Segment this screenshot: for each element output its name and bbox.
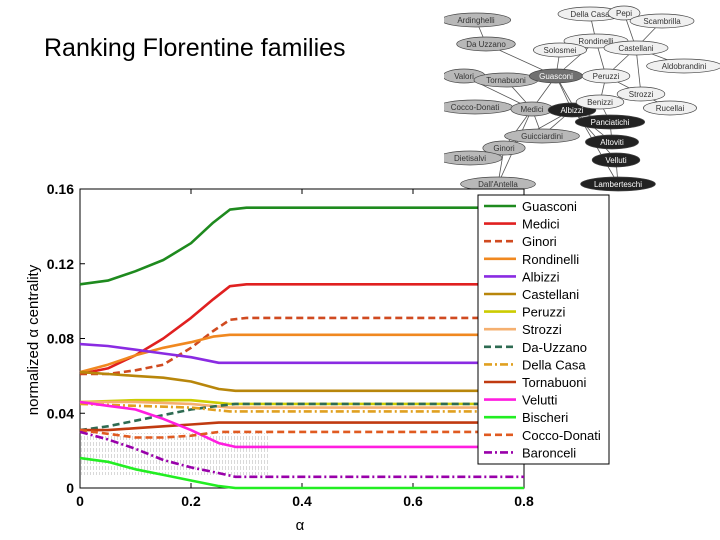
- network-node-lamberteschi: Lamberteschi: [580, 176, 656, 192]
- x-tick-label: 0.4: [292, 493, 312, 509]
- network-edge: [555, 75, 619, 185]
- network-node-label: Albizzi: [560, 106, 583, 115]
- network-node-label: Rucellai: [656, 104, 685, 113]
- network-node-label: Benizzi: [587, 98, 613, 107]
- network-node-label: Rondinelli: [578, 37, 613, 46]
- legend-label: Bischeri: [522, 410, 568, 425]
- network-node-label: Tornabuoni: [486, 76, 526, 85]
- centrality-line-chart: 0 0.2 0.4 0.6 0.8 0 0.04 0.08 0.12 0.16 α normali…: [25, 181, 610, 534]
- series-line-castellani: [79, 370, 524, 393]
- plot-noise-band: [80, 433, 270, 475]
- x-tick-label: 0.2: [181, 493, 201, 509]
- network-node-label: Pepi: [616, 9, 632, 18]
- network-node-guicciardini: Guicciardini: [504, 128, 580, 144]
- network-node-label: Cocco-Donati: [451, 103, 500, 112]
- legend-label: Strozzi: [522, 322, 562, 337]
- network-node-label: Solosmei: [544, 46, 577, 55]
- network-node-medici: Medici: [510, 101, 554, 117]
- network-node-ardinghelli: Ardinghelli: [444, 12, 512, 28]
- series-line-baronceli: [79, 430, 524, 479]
- network-node-label: Ardinghelli: [457, 16, 495, 25]
- legend-label: Della Casa: [522, 357, 586, 372]
- x-tick-label: 0.6: [403, 493, 423, 509]
- network-node-ginori: Ginori: [482, 140, 526, 156]
- network-node-label: Da Uzzano: [466, 40, 506, 49]
- chart-legend: Guasconi Medici Ginori Rondinelli Albizzi Cas…: [477, 194, 610, 465]
- series-line-guasconi: [79, 206, 524, 286]
- network-node-solosmei: Solosmei: [533, 42, 587, 58]
- legend-label: Velutti: [522, 393, 558, 408]
- network-node-peruzzi: Peruzzi: [581, 68, 631, 84]
- x-axis-label: α: [296, 517, 305, 534]
- series-line-albizzi: [79, 342, 524, 365]
- y-tick-label: 0.08: [47, 331, 74, 347]
- network-node-guasconi: Guasconi: [529, 68, 583, 84]
- legend-label: Ginori: [522, 234, 557, 249]
- legend-label: Rondinelli: [522, 252, 579, 267]
- network-node-velluti: Velluti: [591, 152, 641, 168]
- network-node-pepi: Pepi: [607, 5, 641, 21]
- network-node-label: Valori: [454, 72, 474, 81]
- network-node-label: Lamberteschi: [594, 180, 642, 189]
- network-node-label: Strozzi: [629, 90, 654, 99]
- network-node-label: Velluti: [605, 156, 627, 165]
- network-node-da-uzzano: Da Uzzano: [456, 36, 516, 52]
- network-node-label: Panciatichi: [591, 118, 630, 127]
- network-node-label: Medici: [520, 105, 543, 114]
- network-node-aldobrandini: Aldobrandini: [646, 58, 720, 74]
- network-node-castellani: Castellani: [603, 40, 669, 56]
- legend-label: Guasconi: [522, 199, 577, 214]
- tick-labels: 0 0.2 0.4 0.6 0.8 0 0.04 0.08 0.12 0.16: [47, 181, 534, 509]
- legend-label: Medici: [522, 217, 560, 232]
- legend-label: Peruzzi: [522, 305, 565, 320]
- network-node-label: Guicciardini: [521, 132, 563, 141]
- legend-label: Castellani: [522, 287, 579, 302]
- network-node-label: Aldobrandini: [662, 62, 707, 71]
- network-node-rucellai: Rucellai: [643, 100, 697, 116]
- network-node-tornabuoni: Tornabuoni: [473, 72, 539, 88]
- network-node-strozzi: Strozzi: [616, 86, 666, 102]
- network-node-label: Della Casa: [570, 10, 610, 19]
- network-node-label: Guasconi: [539, 72, 573, 81]
- network-node-benizzi: Benizzi: [575, 94, 625, 110]
- series-line-della-casa: [79, 402, 524, 413]
- y-tick-label: 0.04: [47, 405, 74, 421]
- y-tick-label: 0.12: [47, 256, 74, 272]
- network-edge: [635, 47, 642, 95]
- network-node-label: Peruzzi: [593, 72, 620, 81]
- legend-label: Albizzi: [522, 269, 560, 284]
- x-tick-label: 0: [76, 493, 84, 509]
- series-line-medici: [79, 283, 524, 376]
- network-nodes: Ardinghelli Da Uzzano Della Casa Pepi Scambr…: [444, 5, 720, 192]
- network-node-altoviti: Altoviti: [585, 134, 639, 150]
- legend-label: Cocco-Donati: [522, 428, 601, 443]
- network-node-cocco-donati: Cocco-Donati: [444, 99, 513, 115]
- network-node-label: Dietisalvi: [454, 154, 486, 163]
- legend-label: Baronceli: [522, 445, 576, 460]
- y-tick-label: 0.16: [47, 181, 74, 197]
- family-network-diagram: Ardinghelli Da Uzzano Della Casa Pepi Scambr…: [444, 5, 720, 192]
- series-line-velutti: [79, 400, 524, 449]
- series-line-bischeri: [79, 456, 524, 490]
- series-line-ginori: [80, 316, 524, 376]
- network-node-label: Castellani: [618, 44, 653, 53]
- series-line-da-uzzano: [79, 402, 524, 432]
- series-line-rondinelli: [79, 333, 524, 374]
- series-lines: [79, 206, 524, 490]
- network-node-label: Scambrilla: [643, 17, 681, 26]
- series-line-strozzi: [80, 400, 524, 409]
- network-node-panciatichi: Panciatichi: [574, 114, 646, 130]
- network-node-label: Ginori: [493, 144, 515, 153]
- network-node-scambrilla: Scambrilla: [629, 13, 695, 29]
- legend-label: Da-Uzzano: [522, 340, 587, 355]
- network-node-label: Altoviti: [600, 138, 624, 147]
- legend-label: Tornabuoni: [522, 375, 586, 390]
- slide-title: Ranking Florentine families: [44, 34, 346, 62]
- network-node-dietisalvi: Dietisalvi: [444, 150, 503, 166]
- y-tick-label: 0: [66, 480, 74, 496]
- network-node-label: Dall'Antella: [478, 180, 518, 189]
- y-axis-label: normalized α centrality: [25, 264, 42, 415]
- x-tick-label: 0.8: [514, 493, 534, 509]
